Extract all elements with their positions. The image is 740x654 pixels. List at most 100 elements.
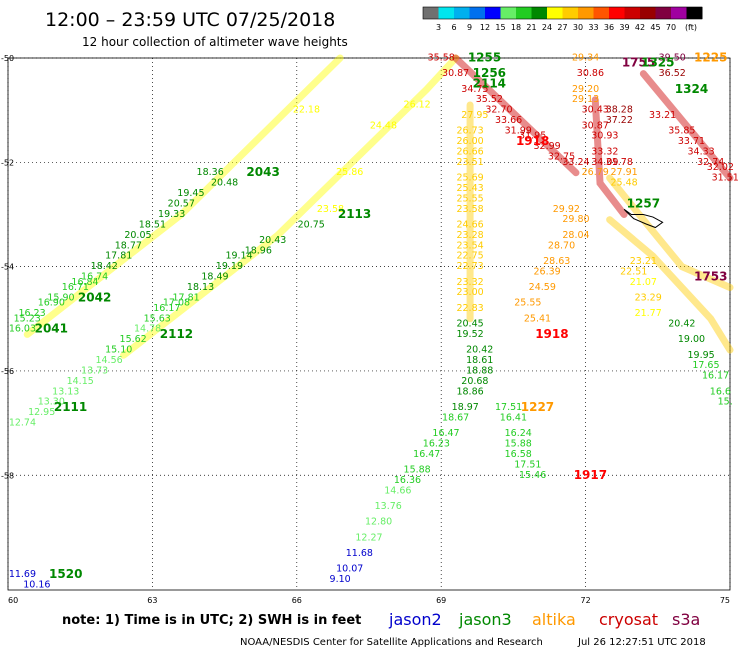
swh-label: 32.74 (697, 157, 724, 168)
x-tick-label: 63 (147, 596, 157, 605)
swh-label: 17.51 (495, 402, 522, 413)
time-label: 2113 (338, 207, 371, 221)
swh-label: 23.00 (456, 287, 483, 298)
swh-label: 23.58 (317, 204, 344, 215)
swh-label: 18.67 (442, 412, 469, 423)
colorbar-swatch (562, 7, 579, 19)
swh-label: 15.10 (105, 345, 132, 356)
track-lines (23, 54, 734, 359)
swh-label: 18.36 (197, 167, 224, 178)
colorbar-label: 9 (467, 23, 472, 32)
swh-label: 18.86 (456, 386, 483, 397)
swh-label: 16.03 (9, 324, 36, 335)
swh-label: 10.16 (23, 579, 50, 590)
swh-label: 24.48 (370, 120, 397, 131)
swh-label: 29.92 (553, 204, 580, 215)
swh-label: 26.12 (404, 99, 431, 110)
colorbar-label: 70 (666, 23, 676, 32)
swh-label: 33.71 (678, 136, 705, 147)
chart-title: 12:00 – 23:59 UTC 07/25/2018 (45, 9, 335, 31)
colorbar-label: 45 (650, 23, 660, 32)
swh-label: 18.49 (201, 272, 228, 283)
swh-label: 14.56 (95, 355, 122, 366)
time-label: 1257 (627, 197, 660, 211)
swh-label: 19.33 (158, 209, 185, 220)
swh-label: 19.95 (688, 350, 715, 361)
swh-label: 22.83 (456, 303, 483, 314)
swh-label: 35.52 (476, 94, 503, 105)
track-line (639, 70, 734, 182)
swh-label: 26.73 (456, 126, 483, 137)
time-label: 2042 (78, 290, 111, 304)
swh-label: 36.52 (659, 68, 686, 79)
x-tick-label: 60 (8, 596, 18, 605)
island-outline (623, 208, 664, 229)
swh-label: 18.88 (466, 365, 493, 376)
swh-label: 17.51 (514, 459, 541, 470)
colorbar-label: 30 (573, 23, 583, 32)
colorbar-swatch (624, 7, 641, 19)
swh-label: 12.74 (9, 418, 36, 429)
swh-label: 18.42 (91, 261, 118, 272)
swh-label: 16.74 (81, 272, 108, 283)
swh-label: 33.32 (591, 146, 618, 157)
swh-label: 31.78 (606, 157, 633, 168)
swh-label: 28.04 (562, 230, 589, 241)
swh-label: 16.71 (62, 282, 89, 293)
chart-grid (7, 57, 731, 591)
swh-label: 19.14 (225, 251, 252, 262)
swh-label: 37.22 (606, 115, 633, 126)
swh-label: 20.45 (456, 319, 483, 330)
swh-label: 20.48 (211, 178, 238, 189)
swh-label: 25.86 (336, 167, 363, 178)
swh-label: 17.81 (172, 292, 199, 303)
time-label: 1918 (535, 327, 568, 341)
track-line (452, 54, 580, 177)
swh-label: 11.69 (9, 569, 36, 580)
swh-label: 20.68 (461, 376, 488, 387)
swh-label: 12.27 (355, 532, 382, 543)
swh-label: 19.00 (678, 334, 705, 345)
swh-label: 30.87 (582, 120, 609, 131)
swh-label: 16.23 (18, 308, 45, 319)
legend-item: jason3 (458, 610, 512, 629)
x-tick-label: 72 (581, 596, 591, 605)
swh-label: 24.66 (456, 219, 483, 230)
swh-label: 33.24 (562, 157, 589, 168)
swh-label: 23.32 (456, 277, 483, 288)
swh-label: 25.55 (514, 298, 541, 309)
swh-label: 20.57 (168, 199, 195, 210)
swh-label: 16.90 (38, 298, 65, 309)
colorbar-swatch (500, 7, 517, 19)
time-label: 1324 (675, 82, 708, 96)
satellite-legend: jason2 jason3 altika cryosat s3a (388, 610, 700, 629)
colorbar-label: 6 (451, 23, 456, 32)
swh-label: 33.66 (495, 115, 522, 126)
time-label: 1917 (574, 468, 607, 482)
swh-label: 22.51 (620, 266, 647, 277)
swh-label: 23.51 (456, 157, 483, 168)
footer-credit: NOAA/NESDIS Center for Satellite Applica… (240, 637, 543, 648)
swh-label: 35.85 (668, 126, 695, 137)
colorbar-label: 42 (635, 23, 645, 32)
y-tick-label: -58 (1, 471, 14, 480)
swh-label: 13.73 (81, 365, 108, 376)
swh-label: 16.58 (505, 449, 532, 460)
swh-label: 25.48 (611, 178, 638, 189)
swh-label: 17.08 (163, 298, 190, 309)
swh-label: 9.10 (330, 574, 351, 585)
time-label: 2043 (246, 165, 279, 179)
swh-label: 32.75 (548, 152, 575, 163)
colorbar-swatch (423, 7, 439, 19)
swh-label: 29.34 (572, 53, 599, 64)
swh-label: 16.24 (505, 428, 532, 439)
swh-label: 14.15 (67, 376, 94, 387)
swh-label: 25.41 (524, 313, 551, 324)
swh-label: 20.42 (466, 345, 493, 356)
swh-label: 31.95 (519, 131, 546, 142)
x-tick-labels: 60 63 66 69 72 75 (8, 596, 730, 605)
swh-label: 34.09 (591, 157, 618, 168)
swh-label: 18.13 (187, 282, 214, 293)
colorbar-swatch (485, 7, 501, 19)
colorbar-label: 21 (526, 23, 536, 32)
